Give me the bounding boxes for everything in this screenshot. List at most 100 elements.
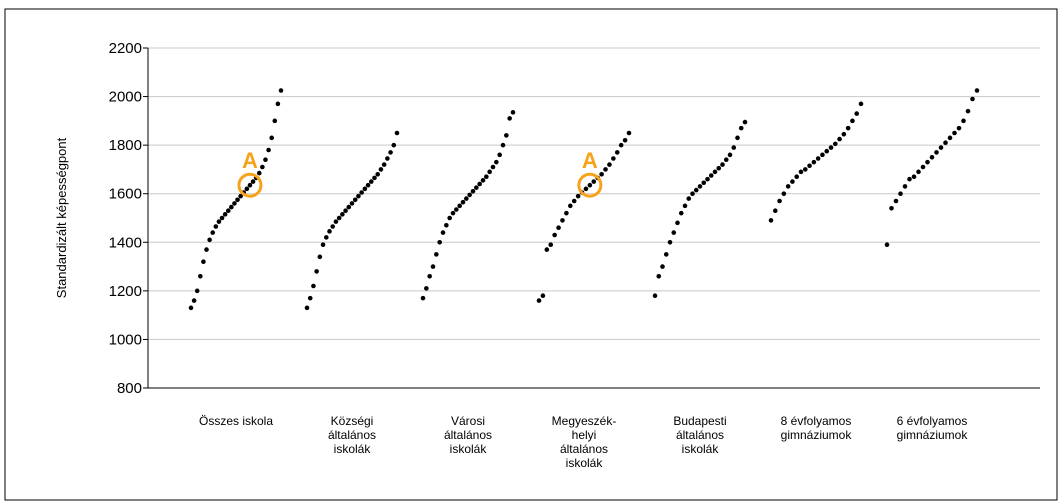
dot: [807, 163, 812, 169]
dot: [548, 242, 554, 248]
x-tick-label: gimnáziumok: [897, 428, 969, 442]
dot: [893, 198, 899, 204]
dot: [420, 295, 426, 301]
dot: [599, 171, 604, 177]
dot: [611, 156, 616, 161]
dot: [336, 215, 342, 221]
dot: [841, 131, 847, 137]
dot: [323, 235, 329, 240]
y-tick-label: 1000: [109, 331, 142, 348]
x-tick-label: 6 évfolyamos: [897, 414, 968, 428]
dot: [898, 191, 903, 197]
dot: [340, 212, 345, 217]
dot: [238, 193, 243, 199]
dot: [929, 154, 935, 160]
dot: [837, 136, 842, 142]
dot: [618, 142, 624, 148]
dot: [244, 186, 250, 192]
dot: [720, 162, 725, 167]
dot: [356, 193, 361, 199]
dot: [266, 147, 271, 153]
dot: [320, 242, 326, 248]
y-tick-label: 1800: [109, 137, 142, 154]
dot: [652, 293, 658, 299]
dot: [697, 184, 703, 189]
dot: [307, 295, 313, 301]
dot: [660, 264, 665, 269]
dot: [956, 125, 962, 131]
dot: [552, 232, 557, 238]
dot: [247, 182, 253, 188]
dot: [191, 298, 197, 303]
dot: [943, 140, 948, 146]
dot: [587, 182, 593, 188]
dot: [198, 273, 203, 279]
dot: [497, 152, 502, 158]
dot: [802, 167, 808, 172]
dot: [343, 208, 348, 214]
dot: [902, 184, 908, 189]
dot: [781, 191, 787, 197]
dot: [693, 187, 699, 193]
x-tick-label: 8 évfolyamos: [781, 414, 852, 428]
x-tick-label: Városi: [451, 414, 485, 428]
annotation-label: A: [242, 148, 258, 173]
dot: [731, 145, 737, 150]
dot: [474, 185, 479, 190]
dot: [327, 229, 332, 234]
dot: [352, 197, 358, 203]
dot: [263, 157, 268, 163]
dot: [794, 174, 800, 180]
dot: [858, 101, 864, 107]
dot: [213, 224, 219, 229]
dot: [705, 176, 710, 182]
dot: [250, 179, 256, 184]
x-tick-label: Összes iskola: [199, 414, 273, 428]
dot: [663, 252, 669, 257]
dot: [675, 220, 680, 226]
dot: [564, 210, 569, 216]
dot: [828, 145, 834, 150]
y-tick-label: 800: [117, 380, 142, 397]
y-tick-label: 1200: [109, 283, 142, 300]
dot: [229, 204, 234, 210]
annotation-circle: [237, 172, 263, 198]
y-tick-label: 1600: [109, 186, 142, 203]
dot: [434, 252, 439, 257]
y-tick-label: 1400: [109, 234, 142, 251]
dot: [815, 156, 821, 161]
dot: [947, 135, 953, 141]
frame: [4, 8, 1058, 501]
dot: [275, 101, 281, 107]
dot: [889, 205, 894, 211]
dot: [622, 137, 628, 143]
x-tick-label: iskolák: [682, 442, 720, 456]
x-tick-label: általános: [560, 442, 608, 456]
dot: [824, 148, 830, 154]
dot: [225, 208, 231, 214]
x-tick-label: iskolák: [450, 442, 488, 456]
x-tick-label: gimnáziumok: [781, 428, 853, 442]
dot: [536, 298, 542, 303]
annotation-label: A: [582, 148, 598, 173]
dot: [194, 288, 200, 294]
dot: [504, 133, 509, 138]
x-tick-label: iskolák: [566, 456, 604, 470]
dot: [667, 239, 673, 245]
dot: [965, 108, 971, 114]
dot: [738, 125, 744, 131]
dot: [790, 179, 795, 184]
y-tick-label: 2200: [109, 40, 142, 57]
dot: [742, 119, 748, 125]
dot: [372, 175, 377, 181]
dot: [544, 247, 550, 252]
dot: [333, 219, 339, 224]
annotation-circle: [577, 172, 603, 198]
dot: [952, 130, 957, 136]
dot: [464, 196, 469, 201]
dot: [583, 186, 589, 192]
dot: [961, 118, 966, 124]
dot: [920, 164, 926, 170]
dot: [716, 165, 722, 171]
